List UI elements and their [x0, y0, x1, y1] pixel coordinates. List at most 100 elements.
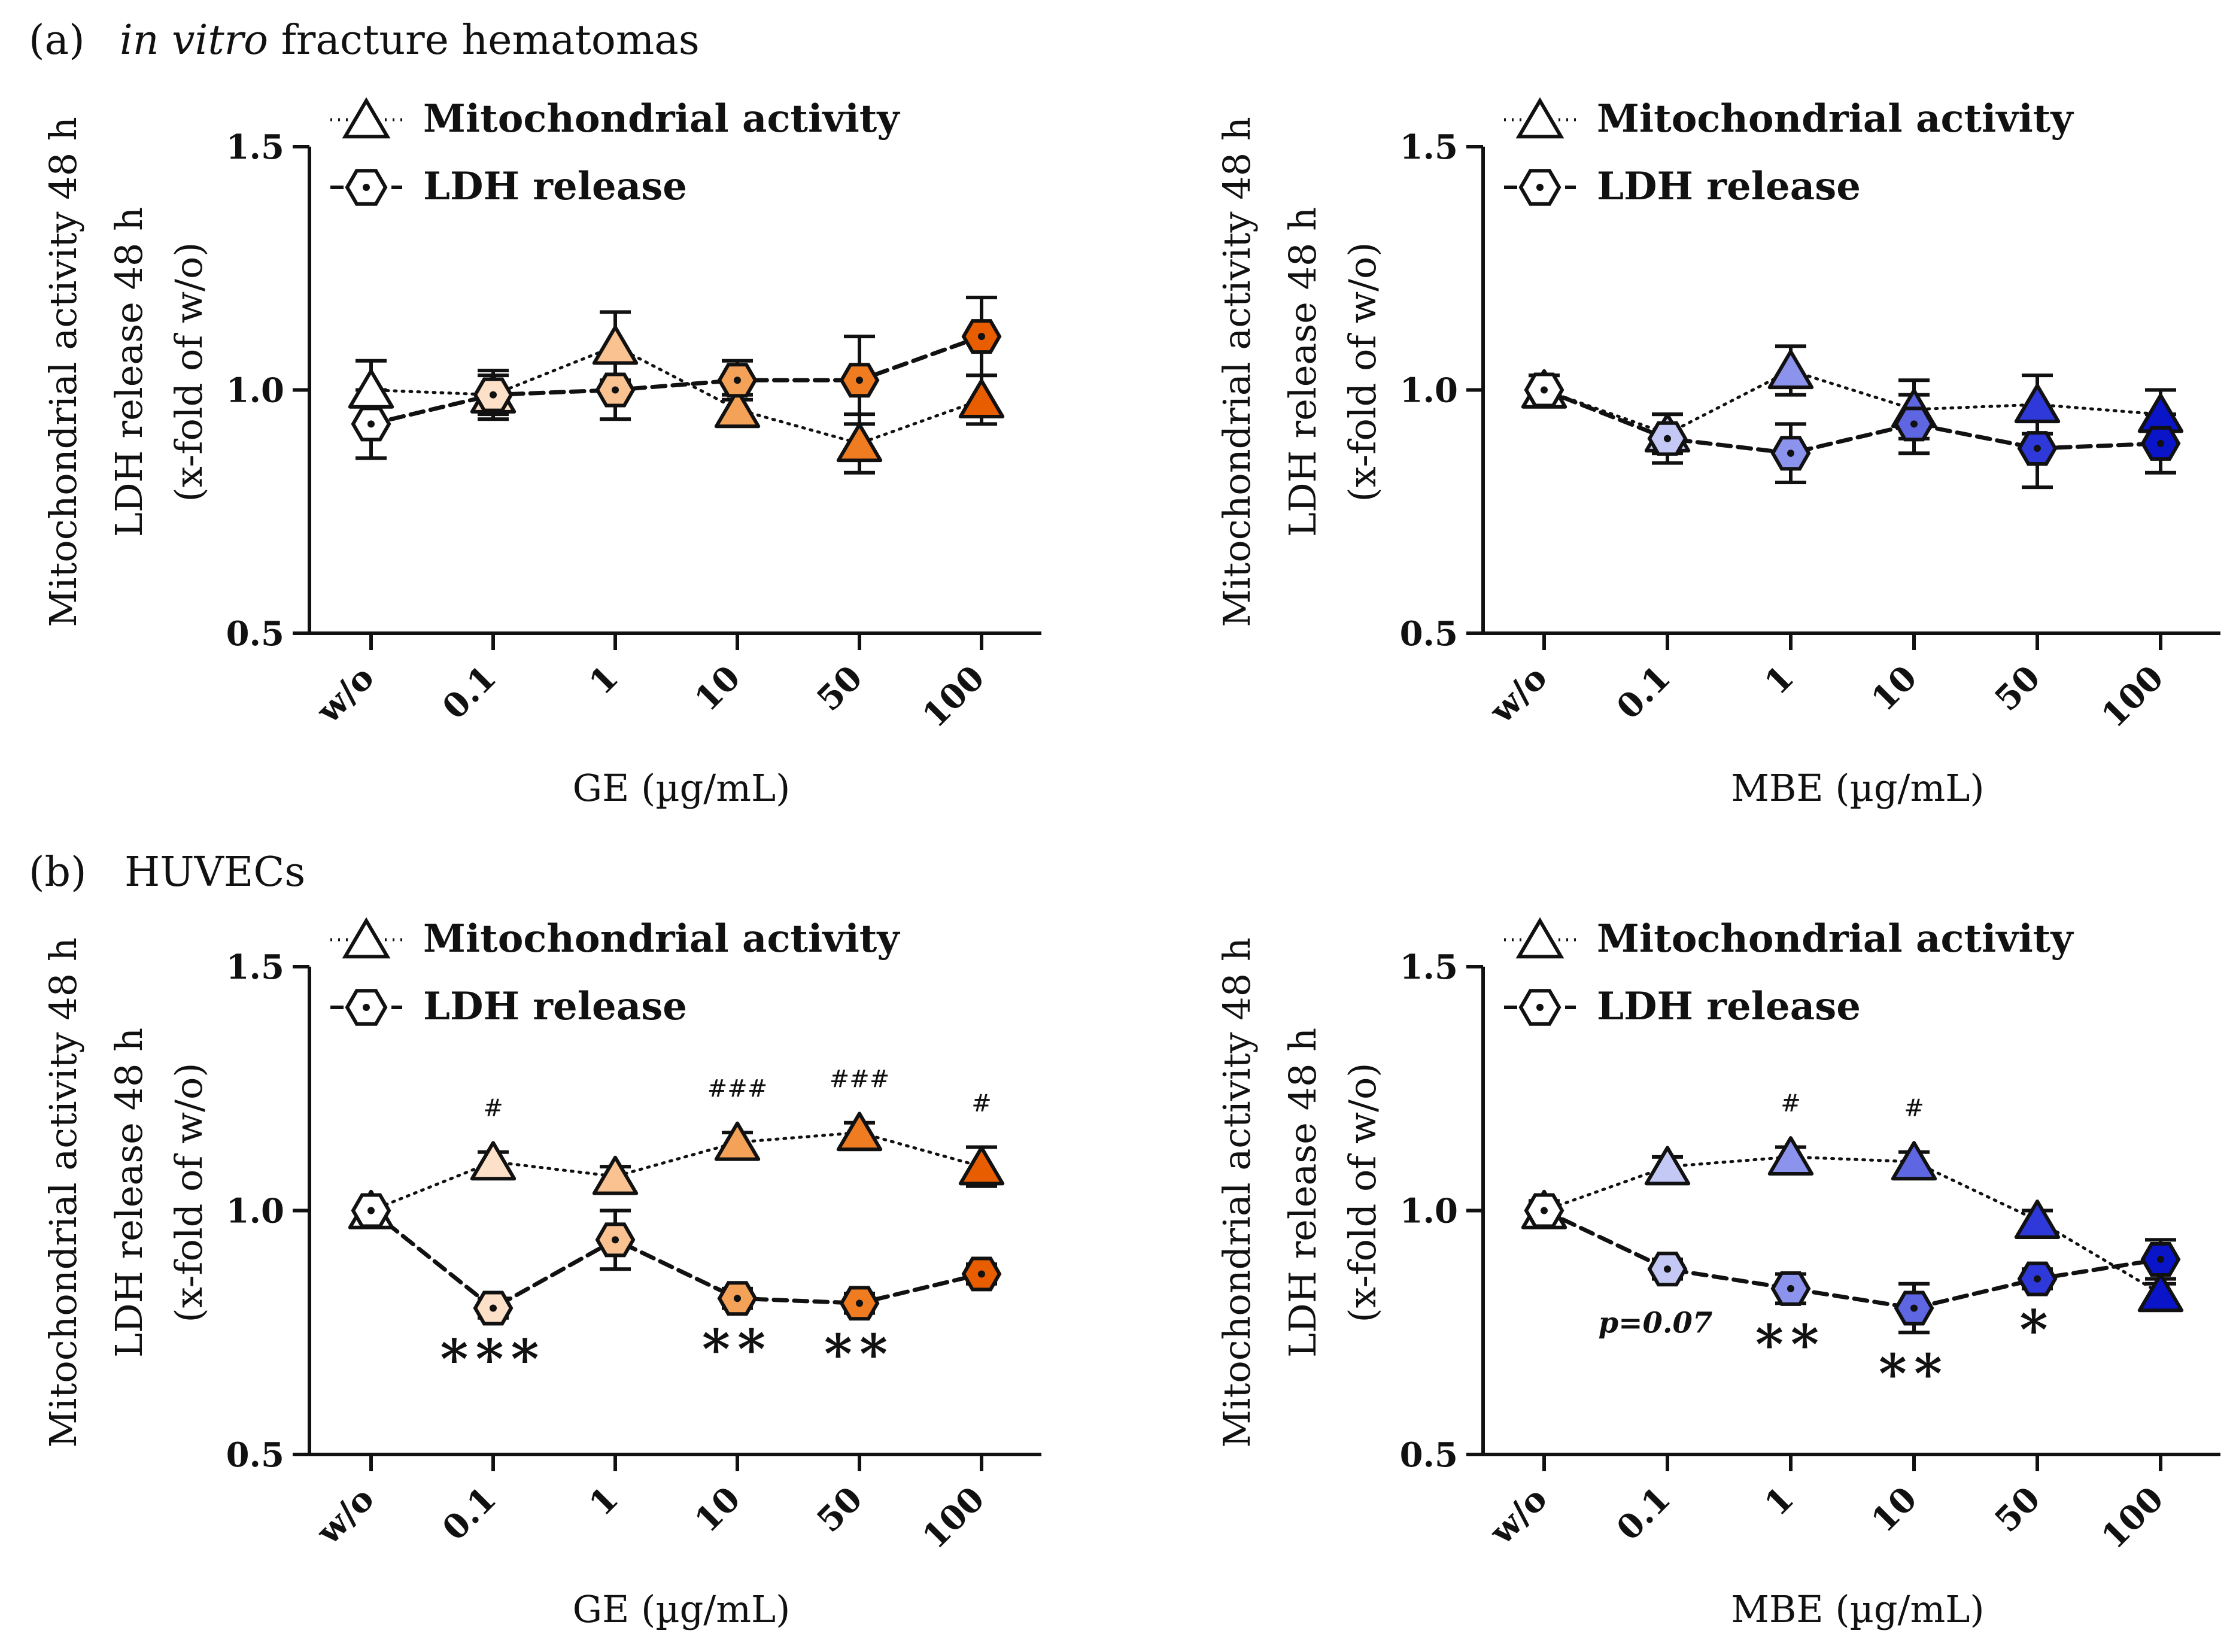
y-tick-label: 1.5	[1400, 948, 1458, 987]
y-axis-label: Mitochondrial activity 48 h	[1215, 117, 1259, 627]
legend-hexagon-dot	[1536, 184, 1544, 191]
legend-label-mito: Mitochondrial activity	[1597, 916, 2074, 961]
legend-label-ldh: LDH release	[423, 164, 687, 209]
x-axis-label: MBE (µg/mL)	[1731, 1587, 1984, 1631]
y-axis-label: Mitochondrial activity 48 h	[1215, 937, 1259, 1448]
y-axis-label: (x-fold of w/o)	[167, 1063, 211, 1323]
legend-label-mito: Mitochondrial activity	[423, 96, 900, 141]
y-axis-label: (x-fold of w/o)	[1341, 1063, 1384, 1323]
significance-hash: ###	[830, 1065, 890, 1093]
series-line-mito	[369, 1131, 983, 1212]
x-tick-label: 1	[582, 1479, 626, 1523]
mito-point	[470, 1141, 517, 1181]
section-b-letter: (b)	[29, 849, 87, 896]
chart-panel-1: 0.5 1.0 1.5 w/o 0.1 1 10 50 100 GE (µg/mL) Mitocho…	[41, 96, 1041, 810]
x-tick-label: 100	[915, 1479, 992, 1556]
y-tick-label: 1.5	[1400, 127, 1458, 167]
mito-point	[592, 325, 639, 365]
mito-point	[2014, 1199, 2061, 1239]
series-line-mito	[1542, 1155, 2162, 1295]
y-tick-label: 0.5	[226, 1435, 284, 1475]
y-axis-label: LDH release 48 h	[107, 207, 151, 537]
ldh-point-dot	[490, 1304, 497, 1312]
legend-label-ldh: LDH release	[423, 984, 687, 1029]
mito-point	[1767, 350, 1814, 390]
significance-star: ***	[440, 1328, 546, 1391]
x-tick-label: w/o	[309, 1479, 382, 1552]
x-tick-label: 1	[1757, 658, 1801, 702]
ldh-point-dot	[1787, 450, 1794, 457]
x-tick-label: 50	[1987, 1479, 2048, 1540]
x-tick-label: 10	[1864, 1479, 1925, 1540]
y-axis-label: (x-fold of w/o)	[167, 242, 211, 502]
ldh-point-dot	[1910, 420, 1918, 428]
section-a-title: in vitro fracture hematomas	[120, 17, 700, 64]
mito-point	[836, 1112, 883, 1152]
y-tick-label: 0.5	[1400, 614, 1458, 654]
ldh-point-dot	[1541, 386, 1548, 394]
legend-hexagon-dot	[1536, 1004, 1544, 1011]
significance-star: **	[702, 1318, 773, 1381]
x-tick-label: 0.1	[435, 1479, 504, 1548]
legend-label-ldh: LDH release	[1597, 984, 1861, 1029]
y-tick-label: 1.5	[226, 127, 284, 167]
x-axis-label: MBE (µg/mL)	[1731, 766, 1984, 810]
mito-point	[1891, 1141, 1937, 1181]
ldh-point-dot	[2034, 445, 2041, 453]
mito-point	[1644, 1146, 1691, 1186]
mito-point	[2014, 384, 2061, 424]
y-tick-label: 1.5	[226, 948, 284, 987]
x-tick-label: 50	[1987, 658, 2048, 719]
chart-panel-3: 0.5 1.0 1.5 w/o 0.1 1 10 50 100 GE (µg/mL) Mitocho…	[41, 916, 1041, 1631]
x-tick-label: 1	[1757, 1479, 1801, 1523]
x-tick-label: 50	[809, 658, 870, 719]
chart-panels: 0.5 1.0 1.5 w/o 0.1 1 10 50 100 GE (µg/mL) Mitocho…	[41, 96, 2220, 1631]
y-tick-label: 0.5	[1400, 1435, 1458, 1475]
ldh-point-dot	[1664, 435, 1671, 442]
mito-point	[592, 1155, 639, 1195]
x-tick-label: 100	[915, 658, 992, 735]
legend-triangle-marker	[1515, 917, 1564, 959]
series-line-mito	[1542, 369, 2162, 436]
x-tick-label: 0.1	[435, 658, 504, 727]
legend-label-mito: Mitochondrial activity	[1597, 96, 2074, 141]
significance-star: **	[824, 1323, 895, 1386]
ldh-point-dot	[2157, 1256, 2164, 1263]
x-axis-label: GE (µg/mL)	[573, 766, 791, 810]
x-tick-label: 10	[687, 1479, 748, 1540]
ldh-point-dot	[856, 376, 863, 384]
legend-hexagon-dot	[363, 184, 370, 191]
chart-panel-2: 0.5 1.0 1.5 w/o 0.1 1 10 50 100 MBE (µg/mL) Mitoch…	[1215, 96, 2220, 810]
ldh-point-dot	[734, 376, 741, 384]
series-line-ldh	[369, 1208, 984, 1311]
legend-triangle-marker	[342, 97, 391, 139]
mito-point	[836, 423, 883, 463]
chart-panel-4: 0.5 1.0 1.5 w/o 0.1 1 10 50 100 MBE (µg/mL) Mitoch…	[1215, 916, 2220, 1631]
ldh-point-dot	[1910, 1304, 1918, 1312]
mito-point	[1767, 1136, 1814, 1176]
p-value-label: p=0.07	[1599, 1307, 1713, 1340]
significance-hash: #	[1781, 1090, 1801, 1117]
ldh-point-dot	[367, 1207, 375, 1214]
mito-point	[714, 1121, 761, 1161]
x-tick-label: 0.1	[1609, 658, 1678, 727]
mito-point	[2137, 1273, 2184, 1313]
x-tick-label: w/o	[1482, 1479, 1555, 1552]
y-axis-label: Mitochondrial activity 48 h	[41, 937, 85, 1448]
x-tick-label: 1	[582, 658, 626, 702]
x-tick-label: 100	[2094, 1479, 2171, 1556]
legend-triangle-marker	[342, 917, 391, 959]
section-headers: (a) in vitro fracture hematomas (b) HUVE…	[29, 17, 700, 896]
mito-point	[714, 388, 761, 429]
series-line-ldh	[1542, 1208, 2163, 1311]
series-line-ldh	[369, 334, 984, 426]
y-axis-label: LDH release 48 h	[107, 1028, 151, 1358]
x-tick-label: 10	[1864, 658, 1925, 719]
significance-hash: #	[483, 1095, 503, 1122]
y-axis-label: LDH release 48 h	[1281, 207, 1324, 537]
significance-hash: ###	[707, 1075, 768, 1103]
x-tick-label: w/o	[309, 658, 382, 731]
y-axis-label: Mitochondrial activity 48 h	[41, 117, 85, 627]
legend-label-ldh: LDH release	[1597, 164, 1861, 209]
